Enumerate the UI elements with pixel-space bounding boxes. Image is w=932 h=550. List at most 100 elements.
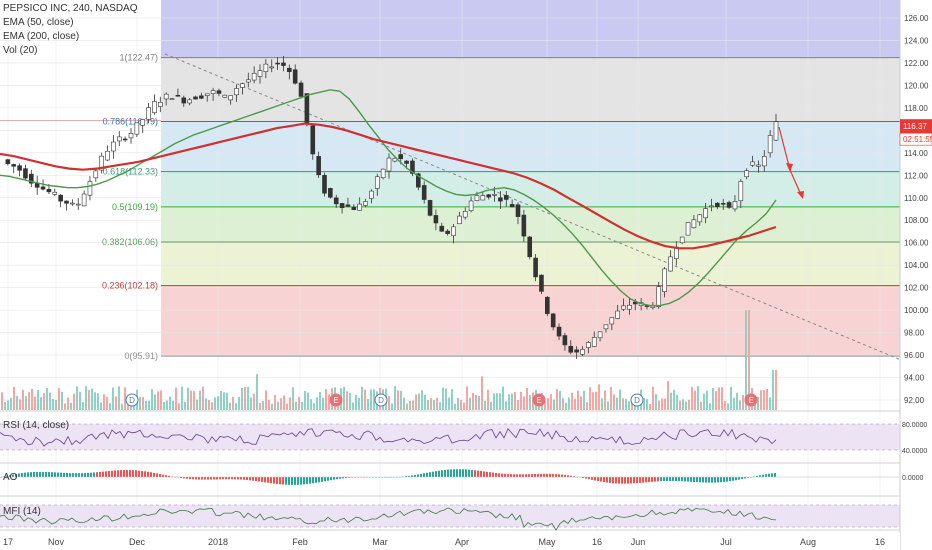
ao-bar [3,476,5,477]
candle-body-112 [656,286,662,308]
ao-bar [168,475,170,477]
volume-bar-55 [166,400,168,410]
ao-bar [162,474,164,477]
volume-bar-162 [487,389,489,410]
ao-bar [486,471,488,477]
candle-body-52 [304,93,310,124]
ao-bar [510,474,512,477]
ao-bar [651,477,653,482]
ao-label[interactable]: AO [3,472,18,483]
candle-body-43 [251,72,257,81]
volume-bar-155 [466,386,468,410]
ao-bar [180,477,182,478]
candle-body-101 [591,337,597,347]
ao-bar [183,477,185,479]
volume-bar-36 [109,403,111,410]
volume-bar-94 [283,395,285,410]
ao-bar [6,475,8,477]
forecast-arrow-1 [778,126,791,171]
price-tag-value: 116.37 [903,122,927,131]
candle-body-122 [715,202,720,207]
y-tick-9: 108.00 [904,216,929,225]
candle-body-130 [761,156,767,167]
ao-bar [324,477,326,482]
x-tick-7: May [538,537,556,547]
legend-ema200[interactable]: EMA (200, close) [3,31,80,42]
volume-bar-176 [529,395,531,410]
volume-bar-139 [418,393,420,410]
fib-zone-2 [161,171,900,207]
ao-bar [126,470,128,477]
ao-bar [489,472,491,477]
volume-bar-57 [172,400,174,410]
ao-bar [699,477,701,483]
volume-bar-34 [103,394,105,410]
volume-bar-241 [724,401,726,410]
legend-vol[interactable]: Vol (20) [3,45,38,56]
ao-bar [666,477,668,481]
volume-bar-7 [22,389,24,410]
volume-bar-78 [235,403,237,410]
volume-bar-221 [664,398,666,410]
candle-body-80 [468,200,474,212]
candle-body-2 [11,164,17,167]
ao-bar [186,477,188,479]
ao-bar [159,474,161,477]
legend-symbol[interactable]: PEPSICO INC, 240, NASDAQ [3,3,138,14]
ao-bar [210,477,212,480]
volume-bar-96 [289,397,291,410]
volume-bar-188 [565,402,567,410]
volume-bar-59 [178,403,180,410]
volume-bar-8 [25,396,27,410]
candle-body-89 [521,214,527,237]
volume-bar-160 [481,376,483,410]
legend-ema50[interactable]: EMA (50, close) [3,17,74,28]
volume-bar-258 [775,370,777,410]
candle-body-96 [562,335,568,346]
event-letter-1: E [333,396,338,405]
volume-bar-235 [706,390,708,410]
volume-bar-170 [511,393,513,410]
candle-body-27 [158,102,163,107]
volume-bar-209 [628,401,630,410]
candle-body-34 [199,95,204,99]
candle-body-75 [439,225,445,232]
volume-bar-39 [118,386,120,410]
ao-bar [33,471,35,477]
candle-body-10 [58,194,63,202]
ao-bar [309,477,311,484]
mfi-band [0,505,900,527]
rsi-band [0,424,900,450]
ao-bar [588,477,590,480]
rsi-label[interactable]: RSI (14, close) [3,420,70,431]
price-tag-bg [900,119,932,134]
volume-bar-169 [508,394,510,410]
volume-bar-58 [175,387,177,410]
volume-bar-187 [562,398,564,410]
ao-bar [537,473,539,477]
y-tick-8: 110.00 [904,194,928,203]
mfi-label[interactable]: MFI (14) [3,506,41,517]
volume-bar-214 [643,397,645,410]
volume-bar-216 [649,403,651,410]
candle-body-99 [580,349,585,355]
volume-bar-257 [772,370,774,410]
volume-bar-37 [112,387,114,410]
ao-bar [408,475,410,477]
candle-body-132 [773,121,779,141]
candle-body-85 [498,197,503,202]
ao-bar [294,477,296,485]
volume-bar-148 [445,388,447,410]
ao-bar [45,471,47,477]
rsi-pane [0,423,900,451]
ao-bar [42,471,44,477]
forecast-arrowhead-1 [786,163,793,172]
volume-bar-74 [223,392,225,410]
y-tick-3: 120.00 [904,81,929,90]
volume-bar-11 [34,396,36,410]
ao-bar [333,477,335,480]
ao-bar [120,470,122,477]
ao-bar [603,477,605,483]
volume-bar-172 [517,399,519,410]
